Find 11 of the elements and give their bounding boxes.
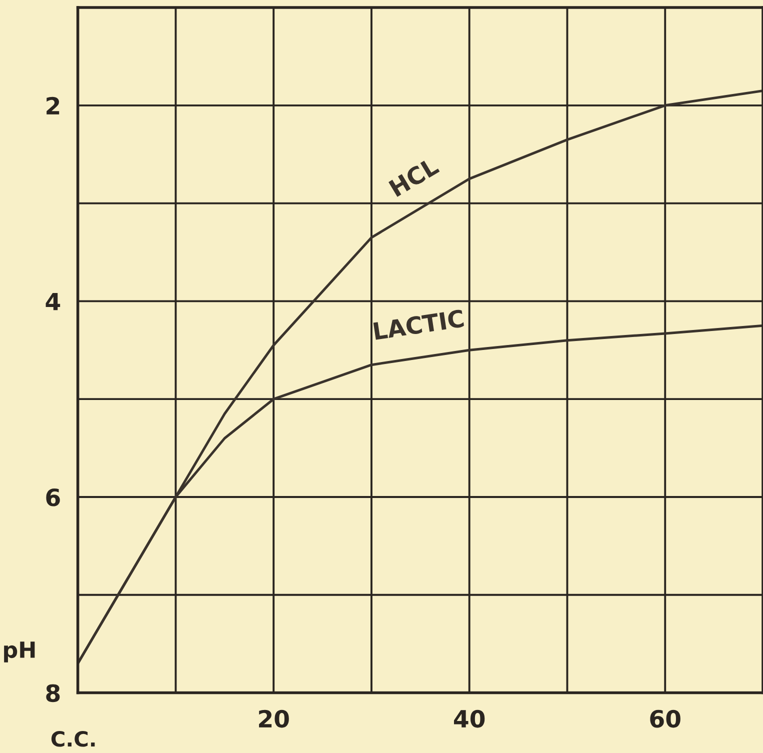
text: LACTIC <box>373 309 464 340</box>
x-tick-label: 20 <box>259 710 289 728</box>
text: HCL <box>388 156 440 198</box>
x-tick-label: 60 <box>650 710 680 728</box>
y-axis-title: pH <box>4 642 35 662</box>
y-tick-label: 2 <box>46 96 60 114</box>
y-tick-label: 6 <box>46 488 60 506</box>
y-tick-label: 8 <box>46 684 60 702</box>
x-axis-title: C.C. <box>51 731 95 747</box>
y-tick-label: 4 <box>46 292 60 310</box>
x-tick-label: 40 <box>454 710 485 728</box>
